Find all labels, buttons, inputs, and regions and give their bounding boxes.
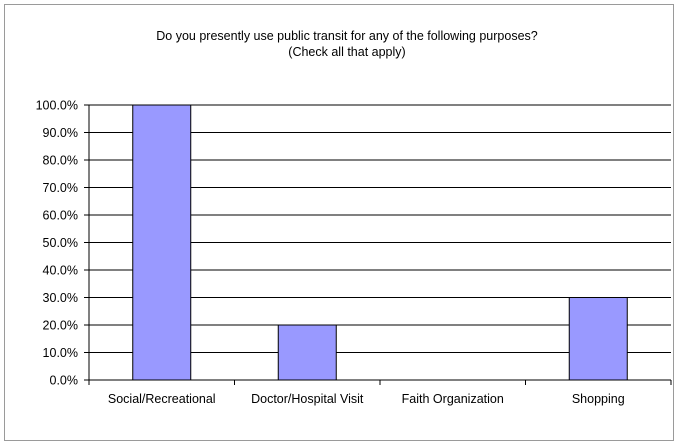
bar	[277, 324, 337, 381]
chart-frame	[4, 4, 674, 441]
x-category-label: Shopping	[572, 392, 625, 406]
y-tick-label: 90.0%	[43, 126, 78, 140]
y-tick-label: 50.0%	[43, 236, 78, 250]
y-tick-label: 60.0%	[43, 209, 78, 223]
x-category-label: Faith Organization	[402, 392, 504, 406]
y-tick-label: 100.0%	[36, 99, 78, 113]
y-tick-label: 20.0%	[43, 319, 78, 333]
chart-subtitle: (Check all that apply)	[288, 45, 405, 59]
axis-labels: 0.0% 10.0% 20.0% 30.0% 40.0% 50.0% 60.0% 70.0% 8…	[36, 99, 625, 407]
axes	[84, 104, 672, 385]
y-tick-label: 80.0%	[43, 154, 78, 168]
bar	[568, 297, 628, 381]
y-tick-label: 30.0%	[43, 291, 78, 305]
x-category-label: Doctor/Hospital Visit	[251, 392, 364, 406]
bar	[132, 104, 192, 381]
y-tick-label: 0.0%	[50, 374, 79, 388]
chart-title: Do you presently use public transit for …	[156, 29, 538, 43]
y-tick-label: 10.0%	[43, 346, 78, 360]
y-tick-label: 70.0%	[43, 181, 78, 195]
x-category-label: Social/Recreational	[108, 392, 216, 406]
y-tick-label: 40.0%	[43, 264, 78, 278]
